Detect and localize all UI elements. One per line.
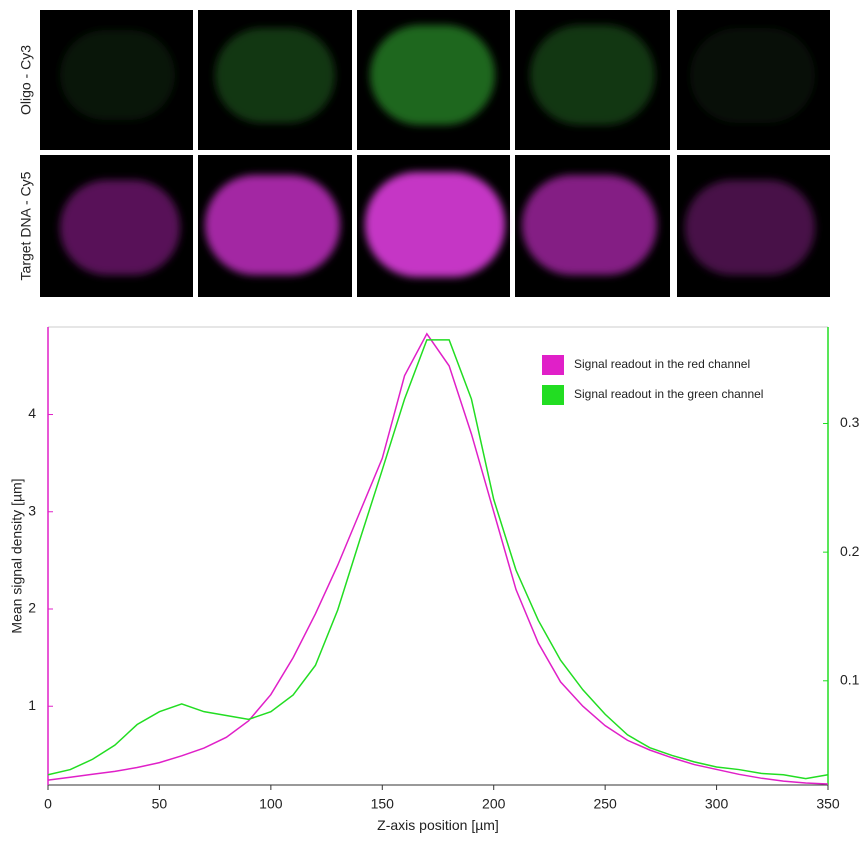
x-tick-label: 200 [482,796,506,812]
x-tick-label: 300 [705,796,729,812]
nuclei [60,25,815,277]
y-tick-label: 2 [28,600,36,616]
y2-tick-label: 0.3 [840,414,860,430]
line-series [47,332,829,785]
legend-label: Signal readout in the red channel [574,357,750,371]
x-axis-label: Z-axis position [µm] [377,817,499,833]
y-tick-label: 4 [28,405,36,421]
y2-tick-label: 0.1 [840,671,860,687]
x-tick-label: 250 [593,796,617,812]
line-series [47,339,829,780]
x-tick-label: 100 [259,796,283,812]
row-label: Target DNA - Cy5 [18,171,34,280]
y2-tick-label: 0.2 [840,543,860,559]
y-tick-label: 3 [28,502,36,518]
legend-swatch [542,385,564,405]
x-tick-label: 0 [44,796,52,812]
x-tick-label: 50 [152,796,168,812]
x-tick-label: 350 [816,796,840,812]
row-label: Oligo - Cy3 [18,45,34,115]
legend-label: Signal readout in the green channel [574,387,763,401]
y-tick-label: 1 [28,697,36,713]
x-tick-label: 150 [371,796,395,812]
microscopy-panels [40,10,830,297]
legend-swatch [542,355,564,375]
y-axis-label: Mean signal density [µm] [9,478,25,633]
